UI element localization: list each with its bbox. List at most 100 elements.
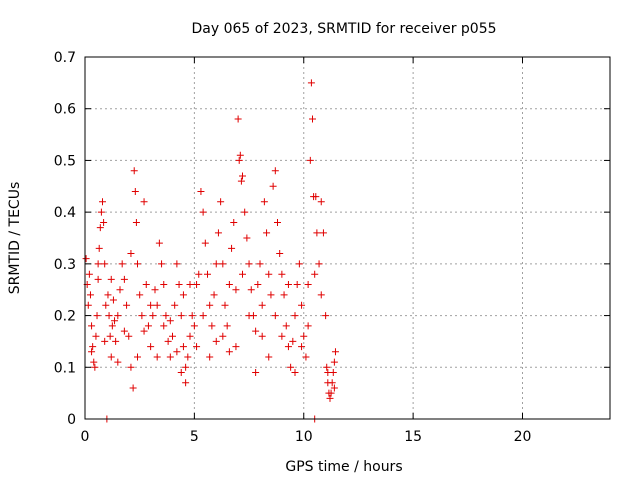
x-axis-label: GPS time / hours	[285, 459, 402, 475]
data-point	[120, 275, 128, 283]
data-point	[331, 348, 339, 356]
data-point	[265, 353, 273, 361]
data-point	[243, 234, 251, 242]
data-point	[307, 79, 315, 87]
y-tick-label: 0.6	[54, 102, 76, 118]
data-point	[298, 343, 306, 351]
data-point	[153, 353, 161, 361]
data-point	[179, 343, 187, 351]
data-point	[287, 363, 295, 371]
data-point	[330, 384, 338, 392]
data-point	[136, 291, 144, 299]
data-point	[158, 260, 166, 268]
x-tick-label: 15	[404, 429, 422, 445]
data-point	[312, 193, 320, 201]
data-point	[204, 270, 211, 278]
data-point	[278, 270, 286, 278]
data-point	[210, 291, 218, 299]
data-point	[295, 260, 303, 268]
data-point	[219, 260, 227, 268]
data-point	[173, 348, 181, 356]
y-tick-label: 0	[67, 412, 76, 428]
data-point	[212, 260, 220, 268]
data-point	[193, 343, 201, 351]
data-point	[195, 270, 203, 278]
data-point	[88, 322, 96, 330]
data-point	[282, 322, 290, 330]
x-tick-label: 10	[295, 429, 313, 445]
data-point	[155, 239, 163, 247]
data-point	[326, 394, 334, 402]
data-point	[89, 343, 97, 351]
data-point	[317, 291, 325, 299]
data-point	[147, 301, 155, 309]
data-point	[116, 286, 124, 294]
data-point	[175, 281, 183, 289]
data-point	[323, 363, 331, 371]
data-point	[190, 322, 198, 330]
data-point	[84, 301, 92, 309]
data-point	[111, 317, 119, 325]
data-point	[88, 348, 96, 356]
y-tick-label: 0.3	[54, 257, 76, 273]
data-point	[241, 208, 249, 216]
data-point	[142, 281, 150, 289]
data-point	[206, 301, 214, 309]
data-point	[179, 291, 187, 299]
data-point	[271, 312, 279, 320]
data-point	[86, 291, 94, 299]
y-tick-label: 0.5	[54, 153, 76, 169]
data-point	[101, 337, 109, 345]
data-point	[186, 332, 194, 340]
data-point	[114, 358, 122, 366]
y-tick-label: 0.1	[54, 360, 76, 376]
x-tick-labels: 0 5 10 15 20	[81, 429, 532, 445]
x-tick-label: 20	[514, 429, 532, 445]
data-point	[302, 353, 310, 361]
data-point	[298, 301, 306, 309]
plot-frame	[84, 56, 611, 420]
data-point	[219, 332, 227, 340]
data-point	[258, 301, 266, 309]
data-point	[322, 312, 330, 320]
data-point	[256, 260, 264, 268]
data-point	[114, 312, 122, 320]
x-tick-label: 5	[190, 429, 199, 445]
data-point	[269, 182, 277, 190]
data-point	[252, 327, 260, 335]
data-point	[265, 270, 273, 278]
data-point	[91, 363, 99, 371]
data-point	[319, 229, 327, 237]
data-point	[289, 337, 297, 345]
data-point	[236, 151, 244, 159]
data-point	[134, 353, 141, 361]
data-point	[199, 208, 207, 216]
data-point	[127, 363, 135, 371]
data-point	[92, 332, 100, 340]
data-point	[228, 244, 236, 252]
data-point	[304, 322, 312, 330]
data-point	[267, 291, 275, 299]
data-point	[93, 312, 101, 320]
data-point	[317, 198, 325, 206]
data-point	[239, 172, 246, 180]
data-point	[330, 358, 338, 366]
gridlines	[85, 57, 610, 419]
data-point	[291, 368, 299, 376]
data-point	[327, 389, 335, 397]
data-point	[171, 301, 179, 309]
data-point	[212, 337, 220, 345]
data-point	[164, 337, 172, 345]
data-point	[153, 301, 161, 309]
data-point	[151, 286, 159, 294]
data-point	[107, 275, 115, 283]
y-tick-label: 0.4	[54, 205, 76, 221]
data-point	[96, 224, 104, 232]
data-point	[112, 337, 120, 345]
data-point	[309, 115, 316, 123]
data-point	[291, 312, 299, 320]
data-point	[232, 286, 240, 294]
data-point	[271, 167, 279, 175]
data-point	[234, 115, 242, 123]
